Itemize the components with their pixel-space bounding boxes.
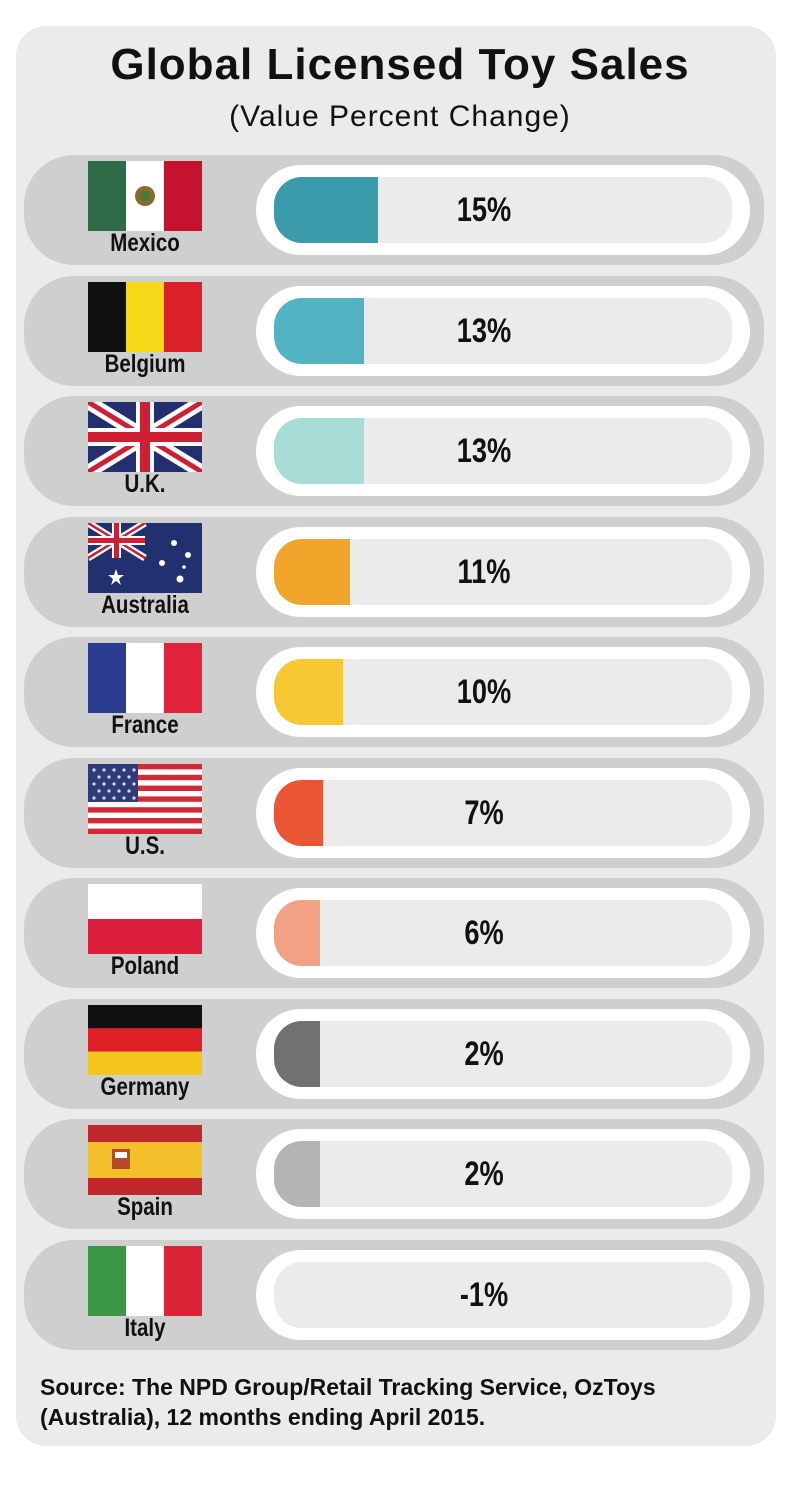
- category-label: Belgium: [104, 349, 186, 378]
- bar-track-inner: 13%: [274, 297, 732, 364]
- bar-row: Belgium 13%: [24, 275, 764, 386]
- uk-flag-icon: [88, 402, 202, 472]
- bar: [274, 779, 323, 846]
- bar-track: 15%: [256, 165, 750, 255]
- bar: [274, 177, 379, 243]
- bar-row: Poland 6%: [24, 878, 764, 988]
- us-flag-icon: [88, 763, 202, 834]
- category-label: Spain: [117, 1193, 173, 1221]
- category-label: Poland: [110, 952, 180, 980]
- category-label: Germany: [100, 1072, 190, 1101]
- data-label: 6%: [464, 914, 504, 952]
- data-label: 10%: [456, 673, 512, 711]
- bar-row: U.S. 7%: [24, 757, 764, 868]
- data-label: 13%: [456, 432, 512, 470]
- france-flag-icon: [88, 643, 202, 713]
- bar-track: 6%: [256, 888, 750, 978]
- bar-row: Germany 2%: [24, 998, 764, 1109]
- bar-track: 10%: [256, 647, 750, 737]
- data-label: 13%: [456, 311, 512, 350]
- bar-track-inner: 2%: [274, 1141, 732, 1207]
- data-label: 7%: [464, 793, 504, 832]
- mexico-flag-icon: [88, 161, 202, 231]
- category-label: France: [111, 711, 179, 739]
- bar-track-inner: 11%: [274, 538, 732, 605]
- data-label: 2%: [464, 1034, 504, 1073]
- belgium-flag-icon: [88, 281, 202, 352]
- bar: [274, 418, 365, 484]
- category-label: Mexico: [110, 229, 180, 257]
- category-label: U.K.: [124, 470, 166, 498]
- bar: [274, 1020, 320, 1087]
- data-label: 11%: [457, 552, 511, 591]
- italy-flag-icon: [88, 1245, 202, 1316]
- bar-track-inner: 15%: [274, 177, 732, 243]
- bar-track: -1%: [256, 1249, 750, 1340]
- bar-row: France 10%: [24, 637, 764, 747]
- bar-track-inner: 10%: [274, 659, 732, 725]
- bar: [274, 297, 365, 364]
- bar: [274, 900, 320, 966]
- data-label: 15%: [456, 191, 512, 229]
- bar-track: 2%: [256, 1008, 750, 1099]
- bar-track: 11%: [256, 526, 750, 617]
- category-label: Italy: [124, 1313, 166, 1342]
- australia-flag-icon: [88, 522, 202, 593]
- bar: [274, 659, 344, 725]
- bar-track-inner: -1%: [274, 1261, 732, 1328]
- category-label: U.S.: [125, 831, 165, 860]
- bar-track-inner: 2%: [274, 1020, 732, 1087]
- bar-row: Spain 2%: [24, 1119, 764, 1229]
- source-note: Source: The NPD Group/Retail Tracking Se…: [40, 1374, 656, 1430]
- bar-track: 13%: [256, 285, 750, 376]
- bar-row: Italy -1%: [24, 1239, 764, 1350]
- bar-track: 7%: [256, 767, 750, 858]
- bar: [274, 538, 351, 605]
- data-label: 2%: [464, 1155, 504, 1193]
- bar-track: 13%: [256, 406, 750, 496]
- bar-track-inner: 13%: [274, 418, 732, 484]
- bar-track: 2%: [256, 1129, 750, 1219]
- data-label: -1%: [459, 1275, 509, 1314]
- chart-title: Global Licensed Toy Sales: [110, 40, 690, 89]
- germany-flag-icon: [88, 1004, 202, 1075]
- chart-subtitle: (Value Percent Change): [229, 100, 571, 133]
- bar-track-inner: 7%: [274, 779, 732, 846]
- bar-row: Australia 11%: [24, 516, 764, 627]
- bar-row: Mexico 15%: [24, 155, 764, 265]
- poland-flag-icon: [88, 884, 202, 954]
- spain-flag-icon: [88, 1125, 202, 1195]
- bar-row: U.K. 13%: [24, 396, 764, 506]
- bar: [274, 1141, 320, 1207]
- category-label: Australia: [101, 590, 189, 619]
- bar-track-inner: 6%: [274, 900, 732, 966]
